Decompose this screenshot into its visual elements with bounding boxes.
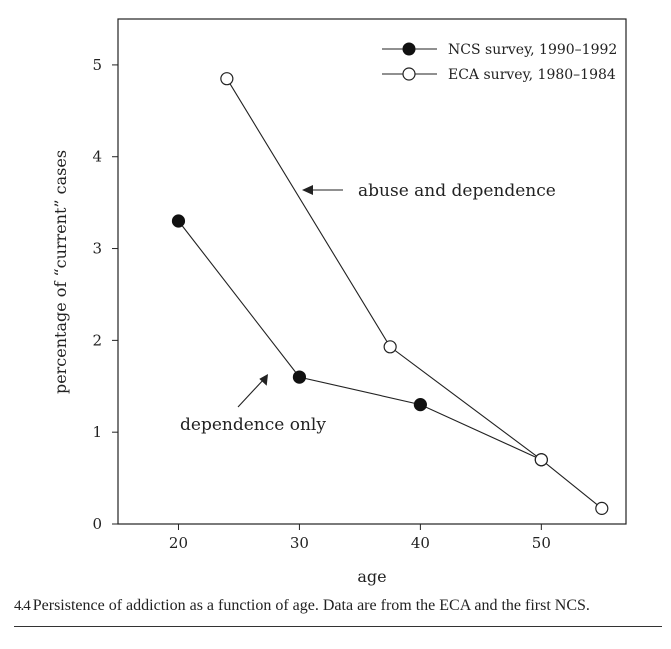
data-point-0-0 bbox=[171, 214, 186, 228]
x-axis-label: age bbox=[357, 567, 386, 586]
annotation-dependence-arrowhead bbox=[259, 374, 268, 386]
figure-caption: 4.4 Persistence of addiction as a functio… bbox=[14, 597, 664, 615]
plot-frame bbox=[117, 18, 627, 525]
annotation-dependence-label: dependence only bbox=[180, 415, 326, 435]
annotation-abuse: abuse and dependence bbox=[302, 181, 556, 201]
annotation-dependence: dependence only bbox=[180, 374, 326, 435]
annotation-dependence-arrow bbox=[237, 377, 266, 408]
x-tick-label: 20 bbox=[169, 534, 188, 552]
data-point-1-2 bbox=[534, 453, 548, 467]
y-tick-label: 2 bbox=[92, 331, 102, 349]
annotation-abuse-label: abuse and dependence bbox=[358, 181, 556, 201]
y-axis-label: percentage of “current” cases bbox=[51, 150, 70, 394]
legend-marker-eca bbox=[402, 67, 416, 81]
caption-rule bbox=[14, 626, 662, 627]
caption-text: Persistence of addiction as a function o… bbox=[32, 597, 590, 614]
x-tick-label: 50 bbox=[532, 534, 551, 552]
data-point-0-2 bbox=[413, 398, 427, 412]
y-tick-label: 4 bbox=[92, 148, 102, 166]
y-tick-label: 0 bbox=[92, 515, 102, 533]
y-tick-label: 3 bbox=[92, 240, 102, 258]
y-tick-label: 1 bbox=[92, 423, 102, 441]
legend-label-ncs: NCS survey, 1990–1992 bbox=[448, 42, 617, 58]
y-tick-label: 5 bbox=[92, 56, 102, 74]
series-line-0 bbox=[178, 220, 542, 461]
series-line-1 bbox=[226, 78, 603, 509]
legend-marker-ncs bbox=[402, 42, 416, 56]
x-tick-label: 30 bbox=[290, 534, 309, 552]
data-point-1-3 bbox=[595, 501, 609, 515]
figure-number: 4.4 bbox=[14, 598, 31, 614]
legend: NCS survey, 1990–1992 ECA survey, 1980–1… bbox=[382, 42, 617, 83]
legend-label-eca: ECA survey, 1980–1984 bbox=[448, 67, 616, 83]
chart: 20 30 40 50 0 1 2 3 4 5 NCS survey, 1990–1992 ECA… bbox=[51, 18, 627, 586]
x-tick-label: 40 bbox=[411, 534, 430, 552]
data-point-1-0 bbox=[220, 72, 234, 86]
data-point-0-1 bbox=[292, 370, 307, 384]
annotation-abuse-arrowhead bbox=[302, 185, 313, 195]
data-point-1-1 bbox=[383, 340, 397, 354]
